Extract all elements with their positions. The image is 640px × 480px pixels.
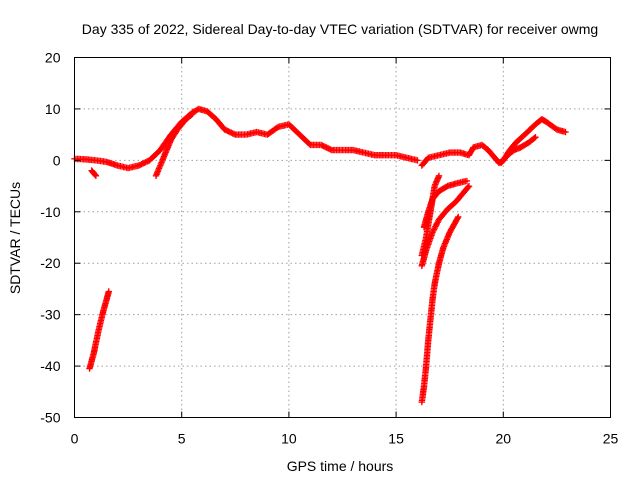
- data-point: [105, 288, 112, 295]
- data-point: [92, 171, 99, 179]
- y-tick-label: -10: [40, 204, 60, 220]
- data-point: [435, 172, 443, 179]
- data-point: [414, 157, 421, 164]
- data-point: [532, 134, 539, 141]
- data-point: [463, 177, 471, 185]
- y-tick-label: 10: [45, 101, 61, 117]
- y-axis-title: SDTVAR / TECUs: [7, 182, 23, 294]
- data-point: [432, 223, 439, 230]
- x-tick-label: 0: [71, 431, 79, 447]
- y-tick-label: -30: [40, 307, 60, 323]
- y-tick-label: -40: [40, 358, 60, 374]
- data-point: [327, 146, 334, 153]
- y-tick-label: -50: [40, 410, 60, 426]
- data-point: [464, 183, 472, 191]
- chart-title: Day 335 of 2022, Sidereal Day-to-day VTE…: [82, 21, 598, 37]
- data-point: [188, 111, 195, 119]
- x-tick-label: 5: [178, 431, 186, 447]
- y-tick-label: 0: [53, 152, 61, 168]
- data-point: [92, 172, 100, 179]
- x-tick-label: 25: [603, 431, 619, 447]
- data-point: [562, 128, 569, 136]
- y-tick-label: 20: [45, 50, 61, 66]
- grid: [74, 57, 611, 418]
- axis-ticks: [74, 57, 611, 418]
- x-tick-labels: 0 5 10 15 20 25: [71, 431, 619, 447]
- x-axis-title: GPS time / hours: [287, 458, 394, 474]
- data-point: [430, 227, 437, 235]
- data-point: [531, 134, 538, 142]
- data-point: [455, 213, 462, 221]
- x-tick-label: 10: [281, 431, 297, 447]
- data-point: [465, 182, 473, 190]
- data-point: [430, 226, 438, 233]
- plot-frame: [74, 57, 611, 418]
- x-tick-label: 20: [496, 431, 512, 447]
- data-point: [454, 215, 461, 222]
- data-point: [189, 110, 196, 118]
- x-tick-label: 15: [388, 431, 404, 447]
- data-points: [71, 105, 569, 406]
- y-tick-labels: 20 10 0 -10 -20 -30 -40 -50: [40, 50, 60, 426]
- y-tick-label: -20: [40, 255, 60, 271]
